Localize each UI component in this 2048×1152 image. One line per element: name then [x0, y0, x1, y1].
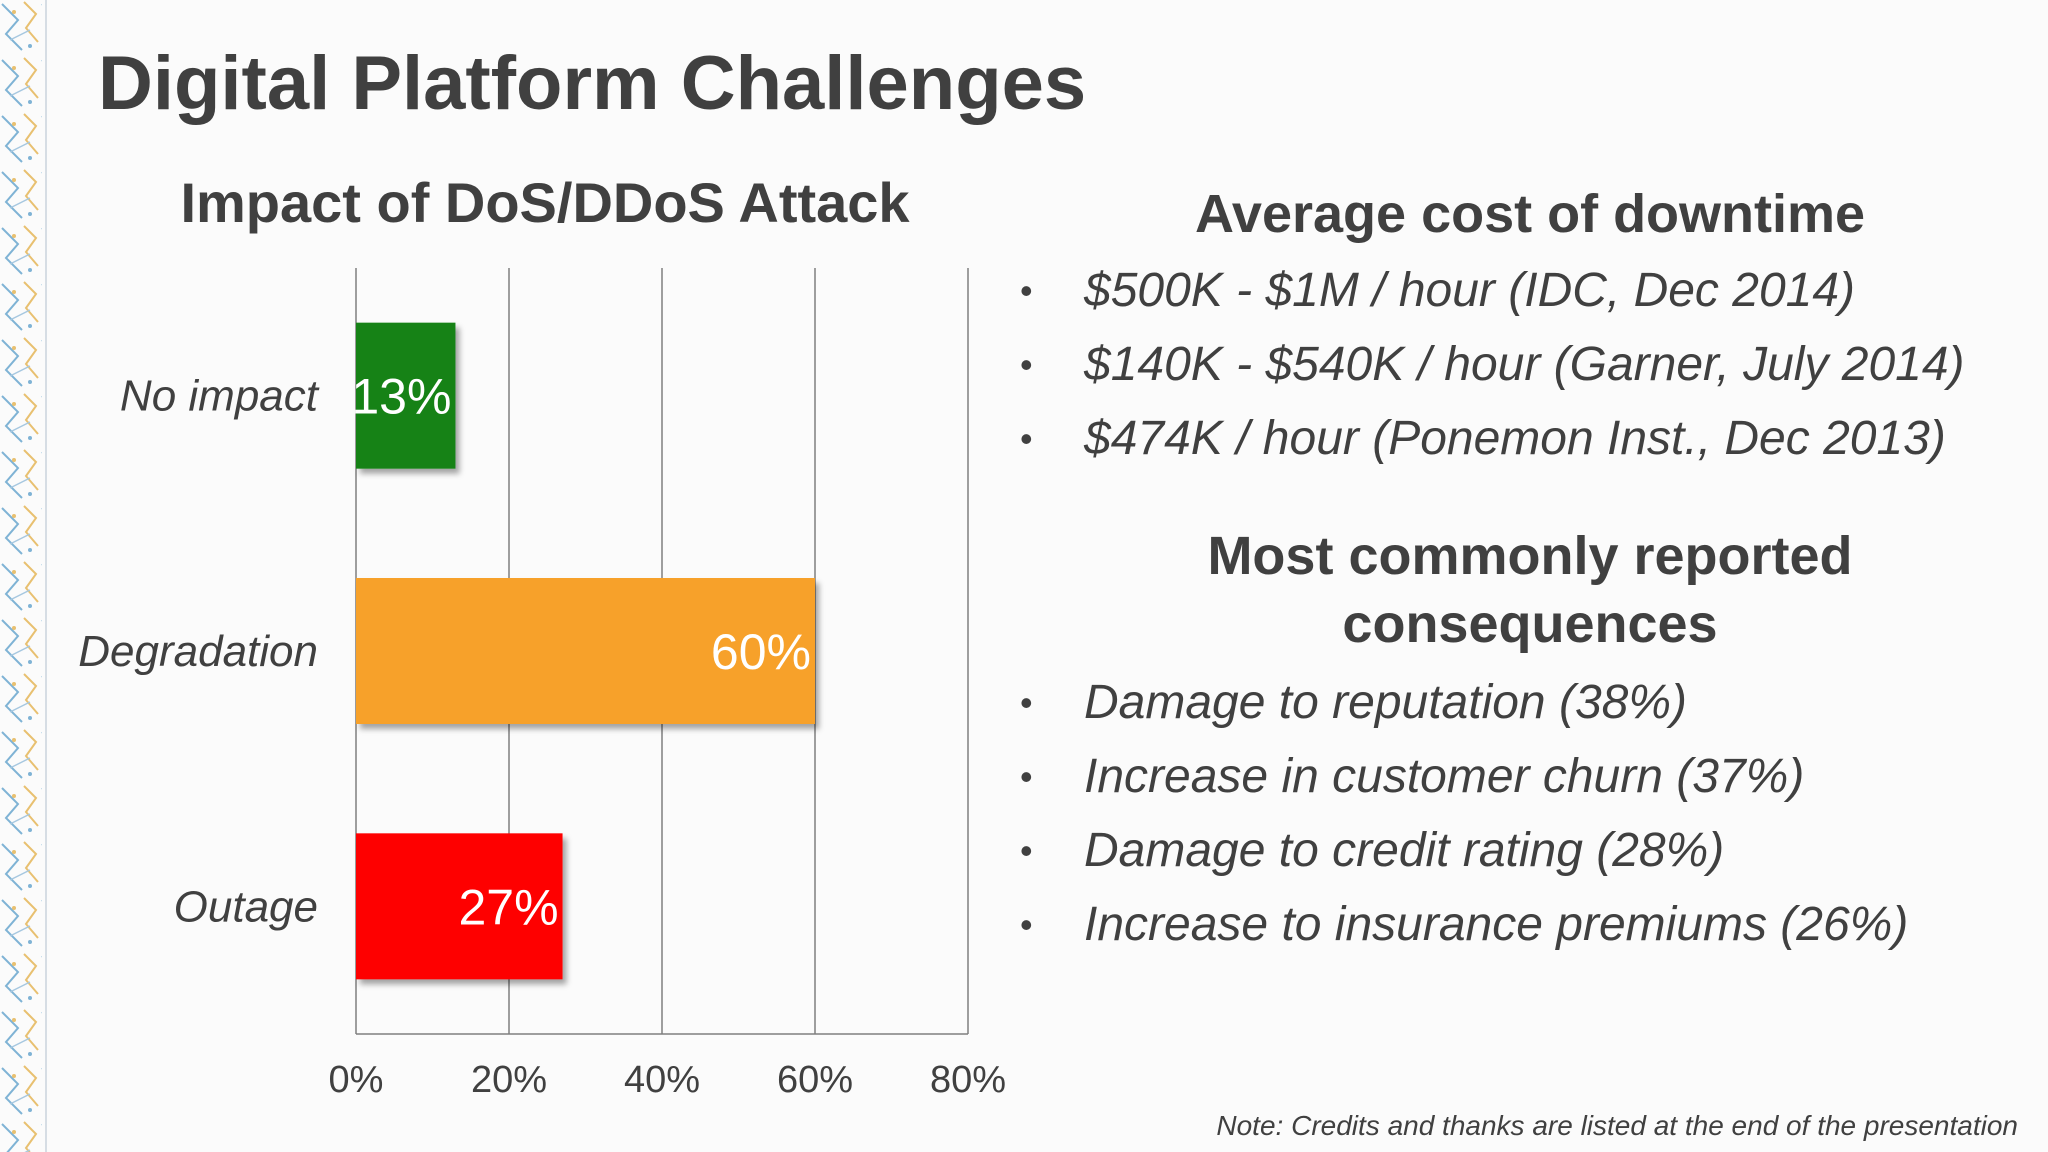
bar — [356, 578, 815, 724]
consequence-item-text: Increase in customer churn (37%) — [1084, 750, 1805, 803]
slide-title: Digital Platform Challenges — [98, 41, 1087, 126]
credits-note: Note: Credits and thanks are listed at t… — [1216, 1110, 2018, 1141]
data-label: 60% — [711, 624, 811, 680]
bar — [356, 833, 563, 980]
decorative-pattern-strip — [0, 0, 47, 1152]
consequences-heading-line1: Most commonly reported — [1207, 526, 1853, 586]
downtime-heading: Average cost of downtime — [1194, 184, 1866, 244]
consequences-heading-line2: consequences — [1342, 594, 1718, 654]
downtime-item-text: $140K - $540K / hour (Garner, July 2014) — [1084, 338, 1965, 391]
data-label: 27% — [458, 879, 558, 935]
x-tick-label: 80% — [930, 1059, 1006, 1101]
bullet-icon: • — [1020, 904, 1033, 945]
bullet-icon: • — [1020, 830, 1033, 871]
bullet-icon: • — [1020, 682, 1033, 723]
bullet-icon: • — [1020, 756, 1033, 797]
x-tick-label: 0% — [329, 1059, 384, 1101]
bar — [356, 322, 456, 469]
downtime-item-text: $474K / hour (Ponemon Inst., Dec 2013) — [1084, 412, 1946, 465]
bullet-icon: • — [1020, 344, 1033, 385]
consequence-item-text: Damage to reputation (38%) — [1084, 676, 1687, 729]
category-label: No impact — [120, 372, 320, 421]
bullet-icon: • — [1020, 270, 1033, 311]
category-label: Outage — [174, 882, 318, 931]
category-label: Degradation — [78, 627, 318, 676]
consequence-item-text: Damage to credit rating (28%) — [1084, 824, 1725, 877]
downtime-item-text: $500K - $1M / hour (IDC, Dec 2014) — [1084, 264, 1856, 317]
x-tick-label: 20% — [471, 1059, 547, 1101]
x-tick-label: 60% — [777, 1059, 853, 1101]
consequences-heading: Most commonly reported consequences — [1080, 522, 1980, 658]
x-tick-label: 40% — [624, 1059, 700, 1101]
chart-title: Impact of DoS/DDoS Attack — [180, 171, 910, 234]
consequence-item-text: Increase to insurance premiums (26%) — [1084, 898, 1909, 951]
bar-chart: 0% 20% 40% 60% 80% No impact 13% Degradation 60%… — [78, 268, 1006, 1101]
data-label: 13% — [351, 369, 451, 425]
bullet-icon: • — [1020, 418, 1033, 459]
